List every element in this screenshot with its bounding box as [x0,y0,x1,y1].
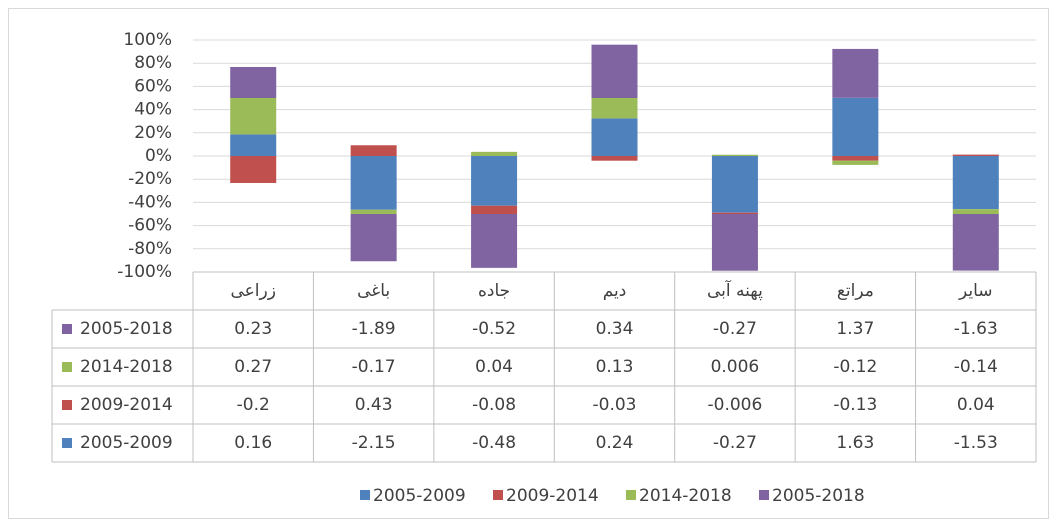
bar-segment [832,48,879,98]
table-value: -0.13 [833,395,877,415]
category-label: دیم [603,281,627,301]
row-label: 2014-2018 [80,357,173,377]
category-label: زراعی [230,281,275,301]
table-value: -0.006 [708,395,763,415]
bar-segment [952,209,999,214]
table-value: 0.04 [957,395,995,415]
bar-segment [230,98,277,135]
category-label: باغی [357,281,390,301]
legend-label: 2005-2018 [772,486,865,506]
table-value: -0.2 [237,395,270,415]
bar-segment [711,154,758,156]
bar-segment [832,160,879,165]
row-label: 2005-2018 [80,319,173,339]
bar-segment [832,156,879,161]
y-tick-label: 60% [134,76,172,96]
legend-key [62,324,72,334]
bar-segment [230,134,277,156]
table-value: -0.08 [472,395,516,415]
y-tick-label: -80% [128,239,172,259]
legend-key [62,438,72,448]
table-value: -0.12 [833,357,877,377]
y-tick-label: -20% [128,169,172,189]
bar-segment [952,156,999,210]
bar-segment [471,205,518,214]
legend-label: 2005-2009 [373,486,466,506]
legend-key [493,490,503,500]
table-value: -1.53 [954,433,998,453]
table-value: -0.27 [713,319,757,339]
table-value: 0.43 [355,395,393,415]
bar-segment [591,156,638,161]
bar-segment [832,97,879,156]
bar-segment [230,156,277,183]
bar-segment [711,214,758,271]
table-value: 0.006 [711,357,760,377]
legend-key [360,490,370,500]
y-tick-label: 20% [134,123,172,143]
y-tick-label: -60% [128,216,172,236]
bar-segment [591,44,638,98]
y-tick-label: 0% [145,146,172,166]
category-label: جاده [478,281,510,301]
table-value: -0.27 [713,433,757,453]
table-value: -0.52 [472,319,516,339]
category-label: مراتع [837,281,874,301]
bar-segment [471,214,518,268]
table-value: -1.63 [954,319,998,339]
y-tick-label: -40% [128,192,172,212]
legend-label: 2009-2014 [506,486,599,506]
legend-key [759,490,769,500]
legend-key [62,362,72,372]
bar-segment [711,156,758,213]
legend-key [62,400,72,410]
category-label: سایر [958,281,993,301]
bar-segment [591,98,638,119]
table-value: -1.89 [352,319,396,339]
bar-segment [350,209,397,214]
table-value: 1.37 [836,319,874,339]
bar-segment [471,156,518,206]
table-value: -0.14 [954,357,998,377]
table-value: -0.48 [472,433,516,453]
table-value: 0.27 [234,357,272,377]
bar-segment [471,151,518,156]
row-label: 2009-2014 [80,395,173,415]
table-value: 0.04 [475,357,513,377]
table-value: 1.63 [836,433,874,453]
y-tick-label: -100% [117,262,172,282]
table-value: -2.15 [352,433,396,453]
y-tick-label: 40% [134,100,172,120]
bar-segment [952,214,999,271]
row-label: 2005-2009 [80,433,173,453]
table-value: -0.17 [352,357,396,377]
bar-segment [350,156,397,210]
table-value: 0.34 [596,319,634,339]
table-value: 0.23 [234,319,272,339]
bar-segment [350,145,397,156]
bar-segment [350,214,397,262]
y-tick-label: 80% [134,53,172,73]
bar-segment [952,154,999,156]
legend-label: 2014-2018 [639,486,732,506]
table-value: -0.03 [593,395,637,415]
table-value: 0.16 [234,433,272,453]
legend-key [626,490,636,500]
y-tick-label: 100% [123,30,172,50]
bar-segment [591,118,638,156]
table-value: 0.13 [596,357,634,377]
category-label: پهنه آبی [707,279,763,301]
table-value: 0.24 [596,433,634,453]
bar-segment [711,212,758,214]
bar-segment [230,66,277,98]
